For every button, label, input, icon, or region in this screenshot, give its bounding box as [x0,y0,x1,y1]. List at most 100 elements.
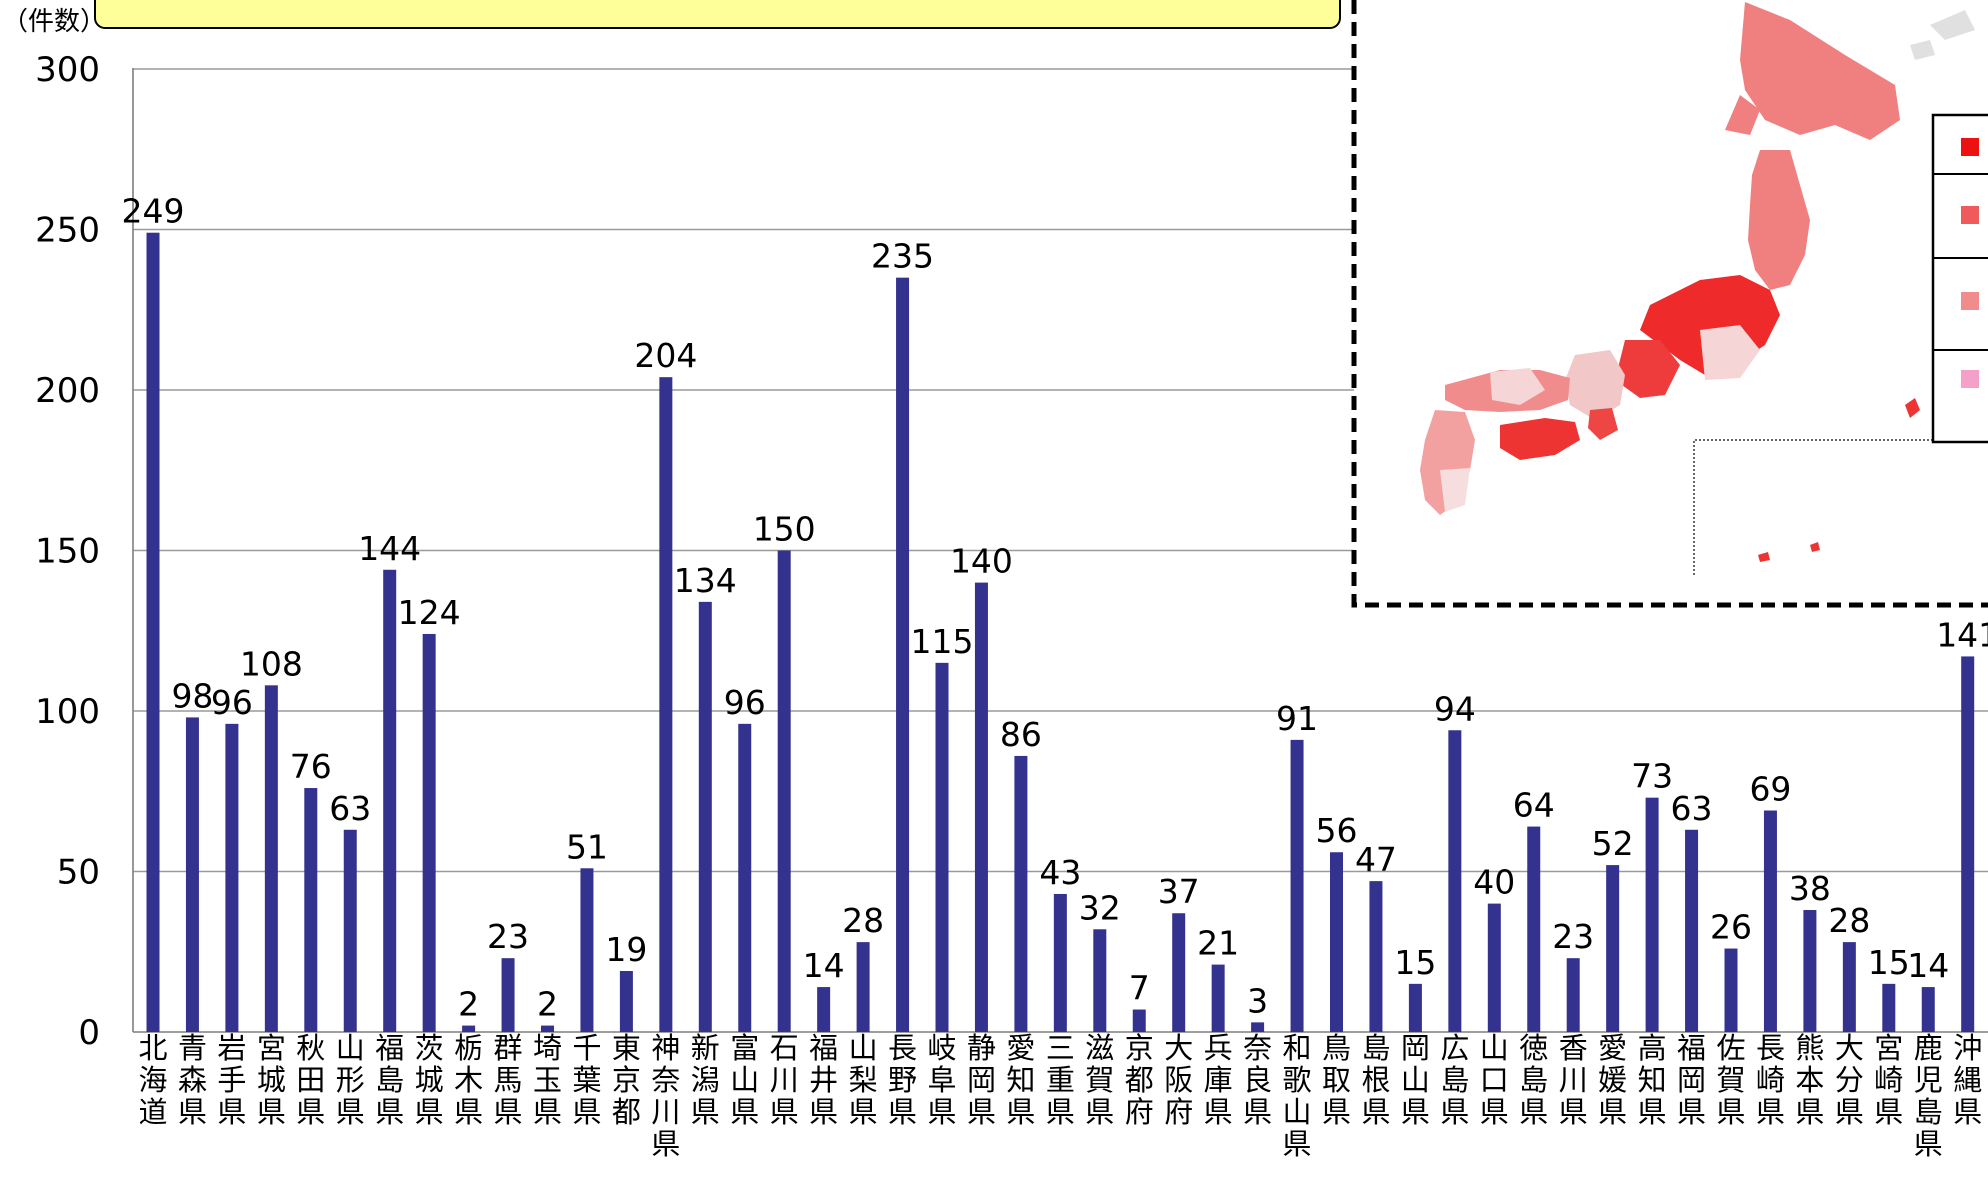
bar [383,569,397,1032]
japan-map-panel [1351,0,1988,608]
category-label: 和歌山県 [1283,1031,1312,1161]
category-label: 大分県 [1835,1031,1864,1129]
category-label: 滋賀県 [1085,1031,1114,1129]
y-tick-label: 250 [35,211,100,251]
data-label: 63 [1671,789,1713,828]
data-label: 69 [1749,770,1791,809]
category-label: 愛知県 [1006,1031,1035,1129]
data-label: 14 [1907,946,1949,985]
data-label: 23 [487,917,529,956]
category-label: 埼玉県 [533,1031,562,1129]
bar [304,788,318,1032]
bar [1527,826,1541,1032]
bar [777,550,791,1032]
bar [1251,1022,1265,1032]
data-label: 32 [1079,888,1121,927]
data-label: 14 [803,946,845,985]
bar [1487,903,1501,1032]
data-label: 91 [1276,699,1318,738]
data-label: 40 [1473,863,1515,902]
data-label: 64 [1513,786,1555,825]
category-labels: 北海道青森県岩手県宮城県秋田県山形県福島県茨城県栃木県群馬県埼玉県千葉県東京都神… [138,1031,1982,1161]
bar [1882,983,1896,1032]
data-label: 150 [753,510,816,549]
bar [1566,958,1580,1032]
bar [935,662,949,1032]
bar [225,723,239,1032]
data-label: 96 [724,683,766,722]
bar [1842,942,1856,1032]
bar [1961,656,1975,1032]
bar [1921,987,1935,1032]
category-label: 愛媛県 [1598,1031,1627,1129]
y-axis-unit: （件数） [2,7,106,37]
data-label: 63 [329,789,371,828]
data-label: 98 [171,676,213,715]
data-label: 115 [911,622,974,661]
y-tick-label: 150 [35,532,100,572]
data-label: 15 [1394,943,1436,982]
data-label: 15 [1868,943,1910,982]
legend-swatch-4 [1961,370,1979,388]
category-label: 香川県 [1559,1031,1588,1129]
category-label: 兵庫県 [1204,1031,1233,1129]
data-label: 52 [1592,824,1634,863]
category-label: 山形県 [336,1031,365,1129]
bar [1606,865,1620,1032]
category-label: 神奈川県 [651,1031,680,1161]
data-label: 7 [1129,969,1150,1008]
data-label: 73 [1631,757,1673,796]
legend-swatch-2 [1961,206,1979,224]
map-legend-box [1931,113,1988,444]
data-label: 144 [358,529,421,568]
data-label: 3 [1247,981,1268,1020]
data-label: 23 [1552,917,1594,956]
japan-map-image [1420,2,1975,562]
data-label: 134 [674,561,737,600]
data-label: 28 [842,901,884,940]
data-label: 204 [634,336,697,375]
data-label: 43 [1039,853,1081,892]
data-label: 37 [1158,872,1200,911]
bar [1053,893,1067,1032]
y-axis-ticks: 0 50 100 150 200 250 300 [35,50,100,1053]
y-tick-label: 100 [35,692,100,732]
data-label: 140 [950,542,1013,581]
category-label: 岐阜県 [927,1031,956,1129]
category-label: 島根県 [1361,1031,1390,1129]
category-label: 熊本県 [1795,1031,1824,1129]
bar [422,633,436,1032]
category-label: 石川県 [770,1031,799,1129]
bar [185,717,199,1032]
data-label: 249 [122,192,185,231]
bar [659,377,673,1032]
bar [974,582,988,1032]
data-label: 76 [290,747,332,786]
category-label: 茨城県 [415,1031,444,1129]
data-label: 86 [1000,715,1042,754]
bar [1132,1009,1146,1032]
category-label: 奈良県 [1243,1031,1272,1129]
gridlines [132,68,1988,1033]
data-label: 141 [1936,615,1988,654]
bar [1724,948,1738,1032]
category-label: 鳥取県 [1322,1031,1351,1129]
y-tick-label: 0 [78,1013,100,1053]
category-label: 佐賀県 [1716,1031,1745,1129]
bar [1645,797,1659,1032]
category-label: 千葉県 [572,1031,601,1129]
data-label: 2 [537,985,558,1024]
category-label: 岡山県 [1401,1031,1430,1129]
bar [1685,829,1699,1032]
category-label: 宮城県 [257,1031,286,1129]
category-label: 京都府 [1125,1031,1154,1129]
bar [698,601,712,1032]
category-label: 沖縄県 [1953,1031,1982,1129]
category-label: 大阪府 [1164,1031,1193,1129]
category-label: 栃木県 [454,1031,483,1129]
category-label: 富山県 [730,1031,759,1129]
bar [462,1025,476,1032]
map-legend [1931,113,1988,444]
bar [1763,810,1777,1032]
